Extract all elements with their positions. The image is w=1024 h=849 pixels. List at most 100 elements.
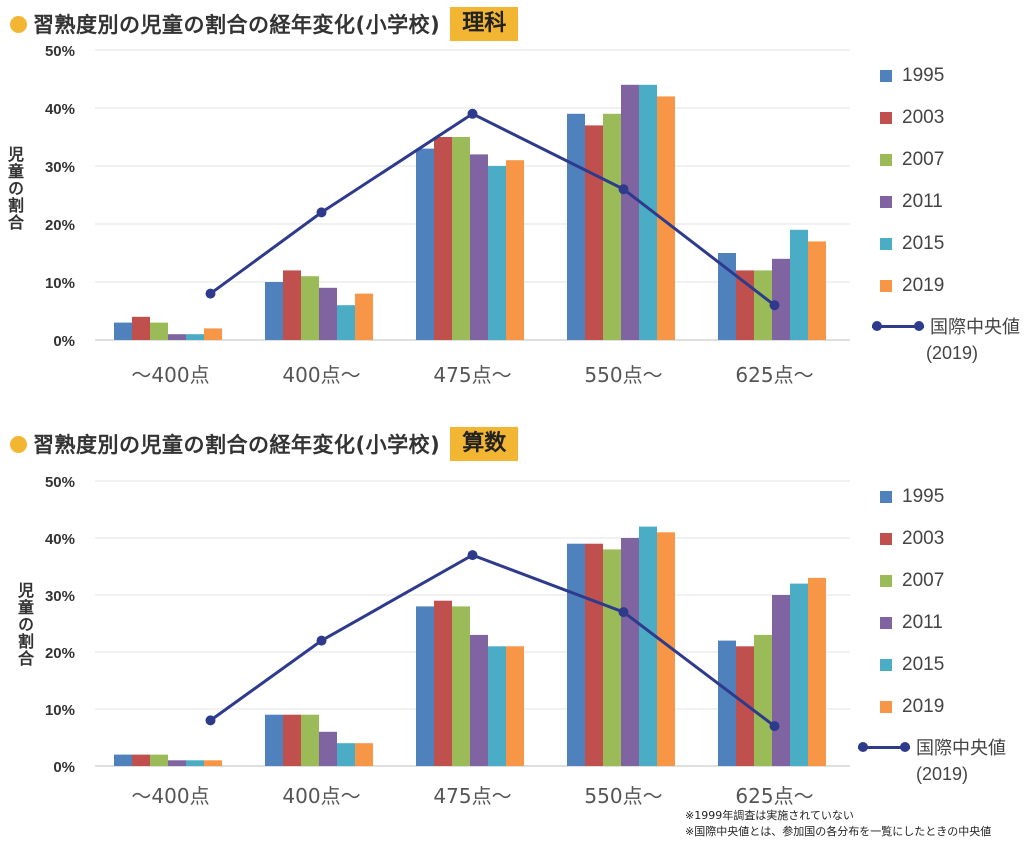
bar-1995 xyxy=(718,640,736,766)
legend-item-median: 国際中央値 xyxy=(858,734,1006,760)
legend-item-2003: 2003 xyxy=(880,97,1020,139)
y-axis-label: 児童の割合 xyxy=(5,146,24,231)
bar-2003 xyxy=(736,646,754,766)
legend-item-1995: 1995 xyxy=(880,55,1020,97)
x-category-label: 475点〜 xyxy=(433,363,511,387)
bar-2003 xyxy=(585,125,603,341)
legend-median-label: 国際中央値 xyxy=(916,738,1006,758)
bar-2011 xyxy=(470,634,488,766)
x-category-label: 400点〜 xyxy=(282,363,360,387)
bar-2019 xyxy=(808,241,826,340)
x-category-label: 625点〜 xyxy=(735,784,813,808)
bar-2015 xyxy=(337,743,355,766)
bar-2015 xyxy=(488,646,506,766)
bar-2003 xyxy=(585,543,603,766)
bar-2011 xyxy=(168,334,186,340)
bar-2015 xyxy=(790,583,808,766)
bar-2011 xyxy=(470,154,488,340)
y-tick-label: 50% xyxy=(45,43,75,60)
legend-label: 2015 xyxy=(902,233,945,254)
y-tick-label: 40% xyxy=(45,101,75,118)
y-tick-label: 10% xyxy=(45,702,75,719)
legend-label: 1995 xyxy=(902,65,945,86)
legend-label: 2007 xyxy=(902,570,945,591)
bar-2007 xyxy=(150,754,168,766)
x-category-label: 550点〜 xyxy=(584,784,662,808)
legend-label: 2007 xyxy=(902,149,945,170)
median-point xyxy=(316,635,327,646)
bar-2019 xyxy=(657,96,675,341)
bar-1995 xyxy=(416,148,434,340)
median-point xyxy=(618,607,629,618)
legend-label: 2019 xyxy=(902,696,945,717)
bar-2003 xyxy=(132,754,150,766)
x-category-label: 475点〜 xyxy=(433,784,511,808)
legend-item-median: 国際中央値 xyxy=(872,313,1020,339)
bar-2007 xyxy=(603,113,621,340)
legend-swatch xyxy=(880,154,892,166)
bar-2007 xyxy=(301,714,319,766)
bullet-dot-icon xyxy=(10,15,27,33)
y-tick-label: 50% xyxy=(45,474,75,491)
median-point xyxy=(769,300,780,311)
bar-2015 xyxy=(639,526,657,766)
bar-1995 xyxy=(114,322,132,340)
legend-item-2019: 2019 xyxy=(880,265,1020,307)
y-tick-label: 30% xyxy=(45,159,75,176)
y-tick-label: 20% xyxy=(45,645,75,662)
legend-item-2015: 2015 xyxy=(880,644,1006,686)
bar-2007 xyxy=(603,549,621,766)
legend-swatch xyxy=(880,238,892,250)
bar-2011 xyxy=(772,595,790,766)
legend-swatch xyxy=(880,575,892,587)
legend-item-2011: 2011 xyxy=(880,602,1006,644)
bar-2007 xyxy=(452,137,470,340)
median-point xyxy=(467,550,478,561)
bar-1995 xyxy=(114,754,132,766)
median-point xyxy=(769,721,780,732)
median-point xyxy=(205,715,216,726)
science-legend: 1995 2003 2007 2011 2015 2019 国際中央値 (2019) xyxy=(872,55,1020,364)
science-chart-svg: 0% 10% 20% 30% 40% 50% 〜400点 400点〜 475点〜 550点〜 625… xyxy=(45,43,850,387)
bar-2019 xyxy=(657,532,675,766)
legend-line-marker-icon xyxy=(872,319,924,333)
bar-2007 xyxy=(452,606,470,766)
legend-median-label: 国際中央値 xyxy=(930,317,1020,337)
bar-2003 xyxy=(132,316,150,340)
legend-item-2003: 2003 xyxy=(880,518,1006,560)
x-category-label: 〜400点 xyxy=(131,784,209,808)
bar-2011 xyxy=(319,731,337,766)
legend-swatch xyxy=(880,196,892,208)
legend-label: 2003 xyxy=(902,107,945,128)
bar-2011 xyxy=(168,760,186,766)
x-category-label: 550点〜 xyxy=(584,363,662,387)
legend-label: 2011 xyxy=(902,191,943,212)
y-tick-label: 40% xyxy=(45,531,75,548)
bar-2019 xyxy=(808,577,826,766)
bar-2015 xyxy=(186,760,204,766)
x-category-label: 625点〜 xyxy=(735,363,813,387)
footnotes: ※1999年調査は実施されていない ※国際中央値とは、参加国の各分布を一覧にした… xyxy=(685,808,991,840)
legend-swatch xyxy=(880,701,892,713)
legend-swatch xyxy=(880,70,892,82)
y-tick-label: 30% xyxy=(45,588,75,605)
y-tick-label: 20% xyxy=(45,217,75,234)
bar-2015 xyxy=(488,166,506,340)
bar-2011 xyxy=(772,258,790,340)
math-title-row: 習熟度別の児童の割合の経年変化(小学校) 算数 xyxy=(10,426,519,462)
legend-label: 2015 xyxy=(902,654,945,675)
legend-item-2007: 2007 xyxy=(880,139,1020,181)
median-point xyxy=(316,207,327,218)
bar-2015 xyxy=(790,229,808,340)
y-tick-label: 0% xyxy=(53,333,75,350)
math-chart-svg: 0% 10% 20% 30% 40% 50% 〜400点 400点〜 475点〜 550点〜 625… xyxy=(45,474,850,808)
bar-2019 xyxy=(204,760,222,766)
legend-median-year: (2019) xyxy=(926,343,979,363)
legend-label: 2019 xyxy=(902,275,945,296)
chart-title: 習熟度別の児童の割合の経年変化(小学校) xyxy=(33,13,441,37)
chart-title: 習熟度別の児童の割合の経年変化(小学校) xyxy=(33,433,441,457)
bar-2007 xyxy=(754,270,772,340)
legend-median-year: (2019) xyxy=(916,764,969,784)
bar-2011 xyxy=(319,287,337,340)
median-point xyxy=(205,288,216,299)
